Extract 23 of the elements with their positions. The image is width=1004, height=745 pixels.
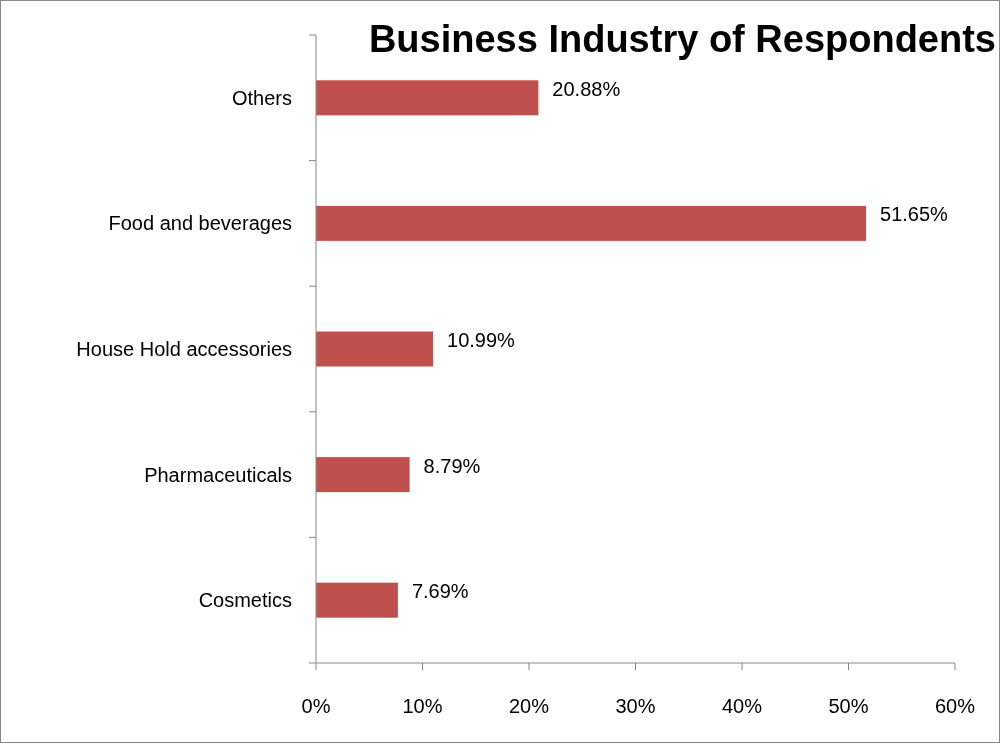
x-tick-label: 10% — [402, 695, 443, 717]
x-tick-label: 0% — [301, 695, 331, 717]
y-tick-label: Pharmaceuticals — [144, 463, 292, 486]
x-tick-label: 50% — [828, 695, 869, 717]
x-tick-label: 40% — [721, 695, 763, 717]
y-tick-label: Cosmetics — [198, 589, 292, 612]
chart-title: Business Industry of Respondents — [368, 18, 996, 60]
x-tick-label: 20% — [508, 695, 550, 717]
x-tick-label: 30% — [615, 695, 656, 717]
y-tick-label: House Hold accessories — [76, 338, 292, 360]
y-tick-label: Others — [231, 86, 292, 109]
bar — [316, 331, 434, 367]
data-label: 7.69% — [411, 580, 469, 603]
x-tick-label: 60% — [934, 695, 976, 717]
data-label: 8.79% — [423, 454, 481, 477]
bar — [316, 457, 410, 493]
bar — [316, 205, 867, 241]
data-label: 20.88% — [552, 77, 621, 100]
bar — [316, 80, 539, 116]
y-tick-label: Food and beverages — [108, 212, 292, 235]
data-label: 10.99% — [447, 329, 516, 351]
data-label: 51.65% — [880, 203, 949, 226]
bar — [316, 582, 398, 618]
